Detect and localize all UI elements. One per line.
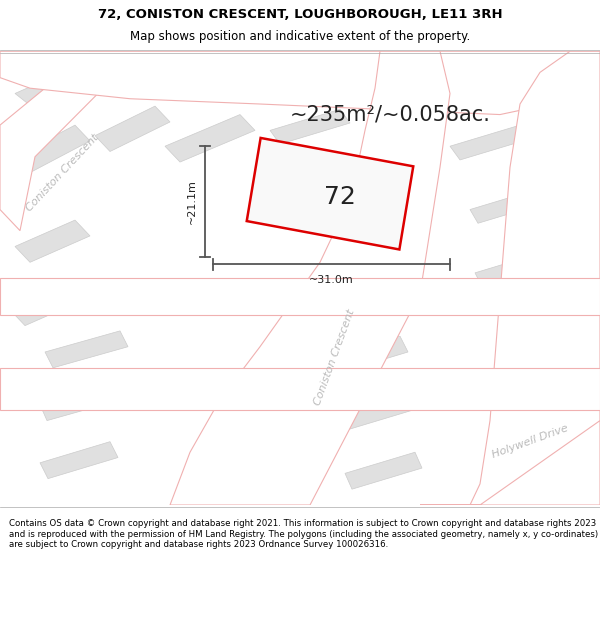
Polygon shape [310, 53, 390, 76]
Polygon shape [470, 51, 600, 505]
Text: Coniston Crescent: Coniston Crescent [24, 132, 100, 213]
Polygon shape [420, 421, 600, 505]
Polygon shape [430, 56, 505, 81]
Polygon shape [40, 384, 122, 421]
Polygon shape [170, 51, 450, 505]
Polygon shape [470, 188, 548, 223]
Polygon shape [200, 53, 280, 81]
Polygon shape [247, 138, 413, 249]
Text: Coniston Crescent: Coniston Crescent [313, 308, 357, 407]
Polygon shape [100, 56, 175, 94]
Text: 72: 72 [324, 185, 356, 209]
Polygon shape [475, 252, 552, 287]
Polygon shape [40, 442, 118, 479]
Polygon shape [335, 394, 413, 431]
Polygon shape [165, 114, 255, 162]
Text: Map shows position and indicative extent of the property.: Map shows position and indicative extent… [130, 31, 470, 43]
Polygon shape [510, 336, 580, 368]
Text: ~21.1m: ~21.1m [187, 179, 197, 224]
Text: 72, CONISTON CRESCENT, LOUGHBOROUGH, LE11 3RH: 72, CONISTON CRESCENT, LOUGHBOROUGH, LE1… [98, 8, 502, 21]
Polygon shape [0, 51, 140, 231]
Polygon shape [0, 368, 600, 410]
Text: ~235m²/~0.058ac.: ~235m²/~0.058ac. [290, 104, 491, 124]
Polygon shape [0, 278, 600, 315]
Polygon shape [15, 125, 90, 172]
Polygon shape [270, 109, 350, 144]
Polygon shape [15, 220, 90, 262]
Polygon shape [0, 51, 600, 114]
Polygon shape [15, 67, 95, 109]
Polygon shape [10, 283, 85, 326]
Polygon shape [450, 125, 530, 160]
Text: ~31.0m: ~31.0m [309, 275, 354, 285]
Polygon shape [345, 452, 422, 489]
Text: Contains OS data © Crown copyright and database right 2021. This information is : Contains OS data © Crown copyright and d… [9, 519, 598, 549]
Polygon shape [95, 106, 170, 151]
Polygon shape [520, 62, 590, 88]
Text: Holywell Drive: Holywell Drive [490, 423, 569, 460]
Polygon shape [330, 336, 408, 373]
Polygon shape [45, 331, 128, 368]
Polygon shape [505, 391, 576, 426]
